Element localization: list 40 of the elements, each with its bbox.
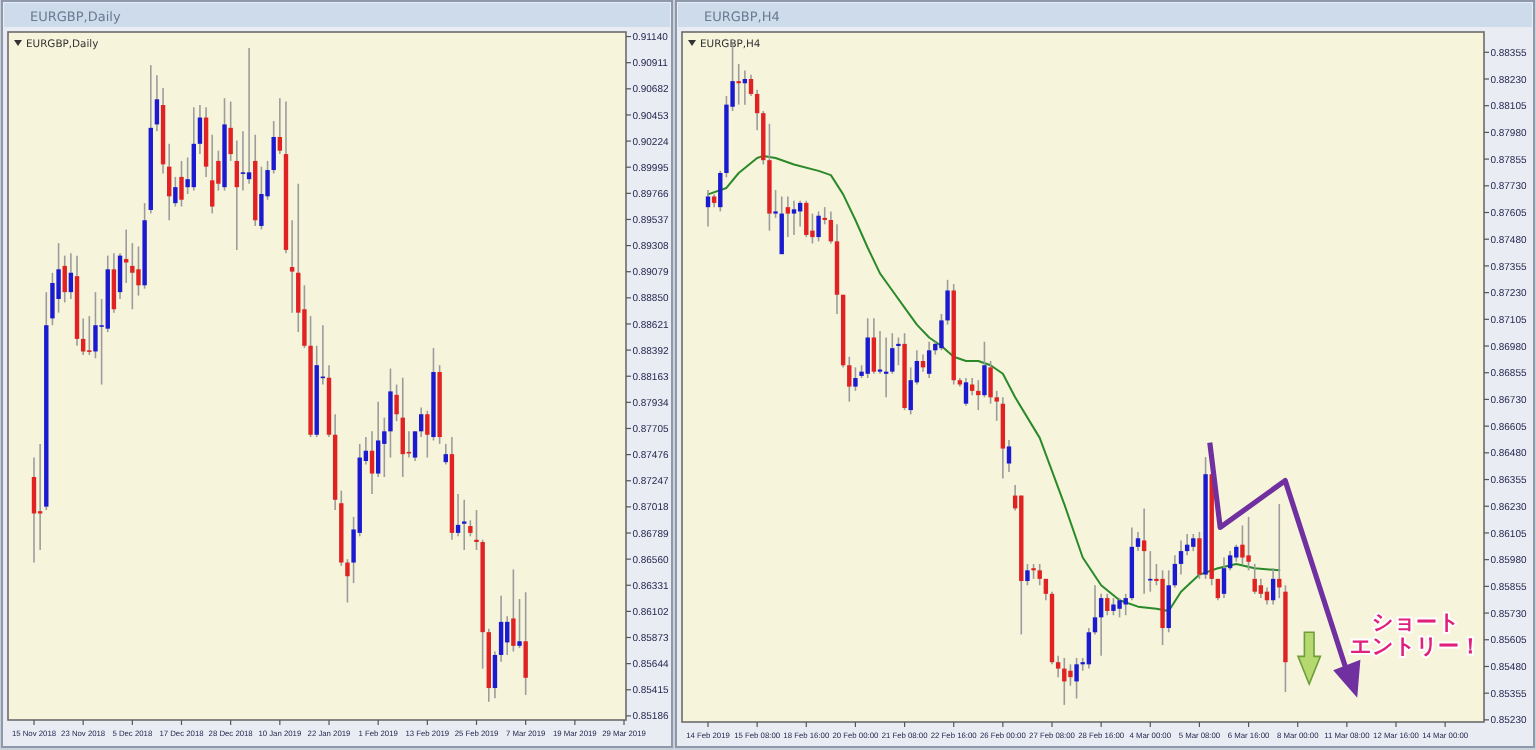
candlestick <box>1117 597 1122 619</box>
candlestick <box>785 195 791 238</box>
candlestick <box>523 591 528 696</box>
candlestick <box>705 189 711 228</box>
candlestick <box>865 317 870 379</box>
candlestick <box>511 568 516 653</box>
annotation: エントリー！ <box>1349 634 1482 659</box>
candlestick <box>62 254 67 304</box>
candlestick <box>1252 563 1257 595</box>
candlestick <box>443 443 448 466</box>
candlestick <box>853 366 858 392</box>
candlestick <box>1074 657 1079 700</box>
candlestick <box>871 317 877 375</box>
candlestick <box>963 377 969 407</box>
candlestick <box>179 160 184 208</box>
annotation: ショート <box>1371 610 1460 635</box>
candlestick <box>804 199 809 238</box>
candlestick <box>462 498 467 551</box>
candlestick <box>1246 516 1251 572</box>
candlestick <box>1240 524 1245 565</box>
candlestick <box>1141 507 1147 595</box>
candlestick <box>246 47 252 185</box>
candlestick <box>1000 396 1006 480</box>
candlestick <box>191 106 196 192</box>
candlestick <box>1197 531 1202 580</box>
candlestick <box>896 336 901 367</box>
candlestick <box>1037 563 1042 587</box>
candlestick <box>816 210 821 243</box>
candlestick <box>240 130 246 192</box>
candlestick <box>926 340 932 379</box>
candlestick <box>773 189 778 219</box>
candlestick <box>517 598 522 649</box>
candlestick <box>1068 663 1073 687</box>
candlestick <box>791 199 797 236</box>
candlestick <box>425 410 430 459</box>
candlestick <box>1221 556 1227 599</box>
candlestick <box>369 430 375 495</box>
candlestick <box>1105 593 1110 616</box>
candlestick <box>1025 563 1030 587</box>
candlestick <box>111 252 117 314</box>
